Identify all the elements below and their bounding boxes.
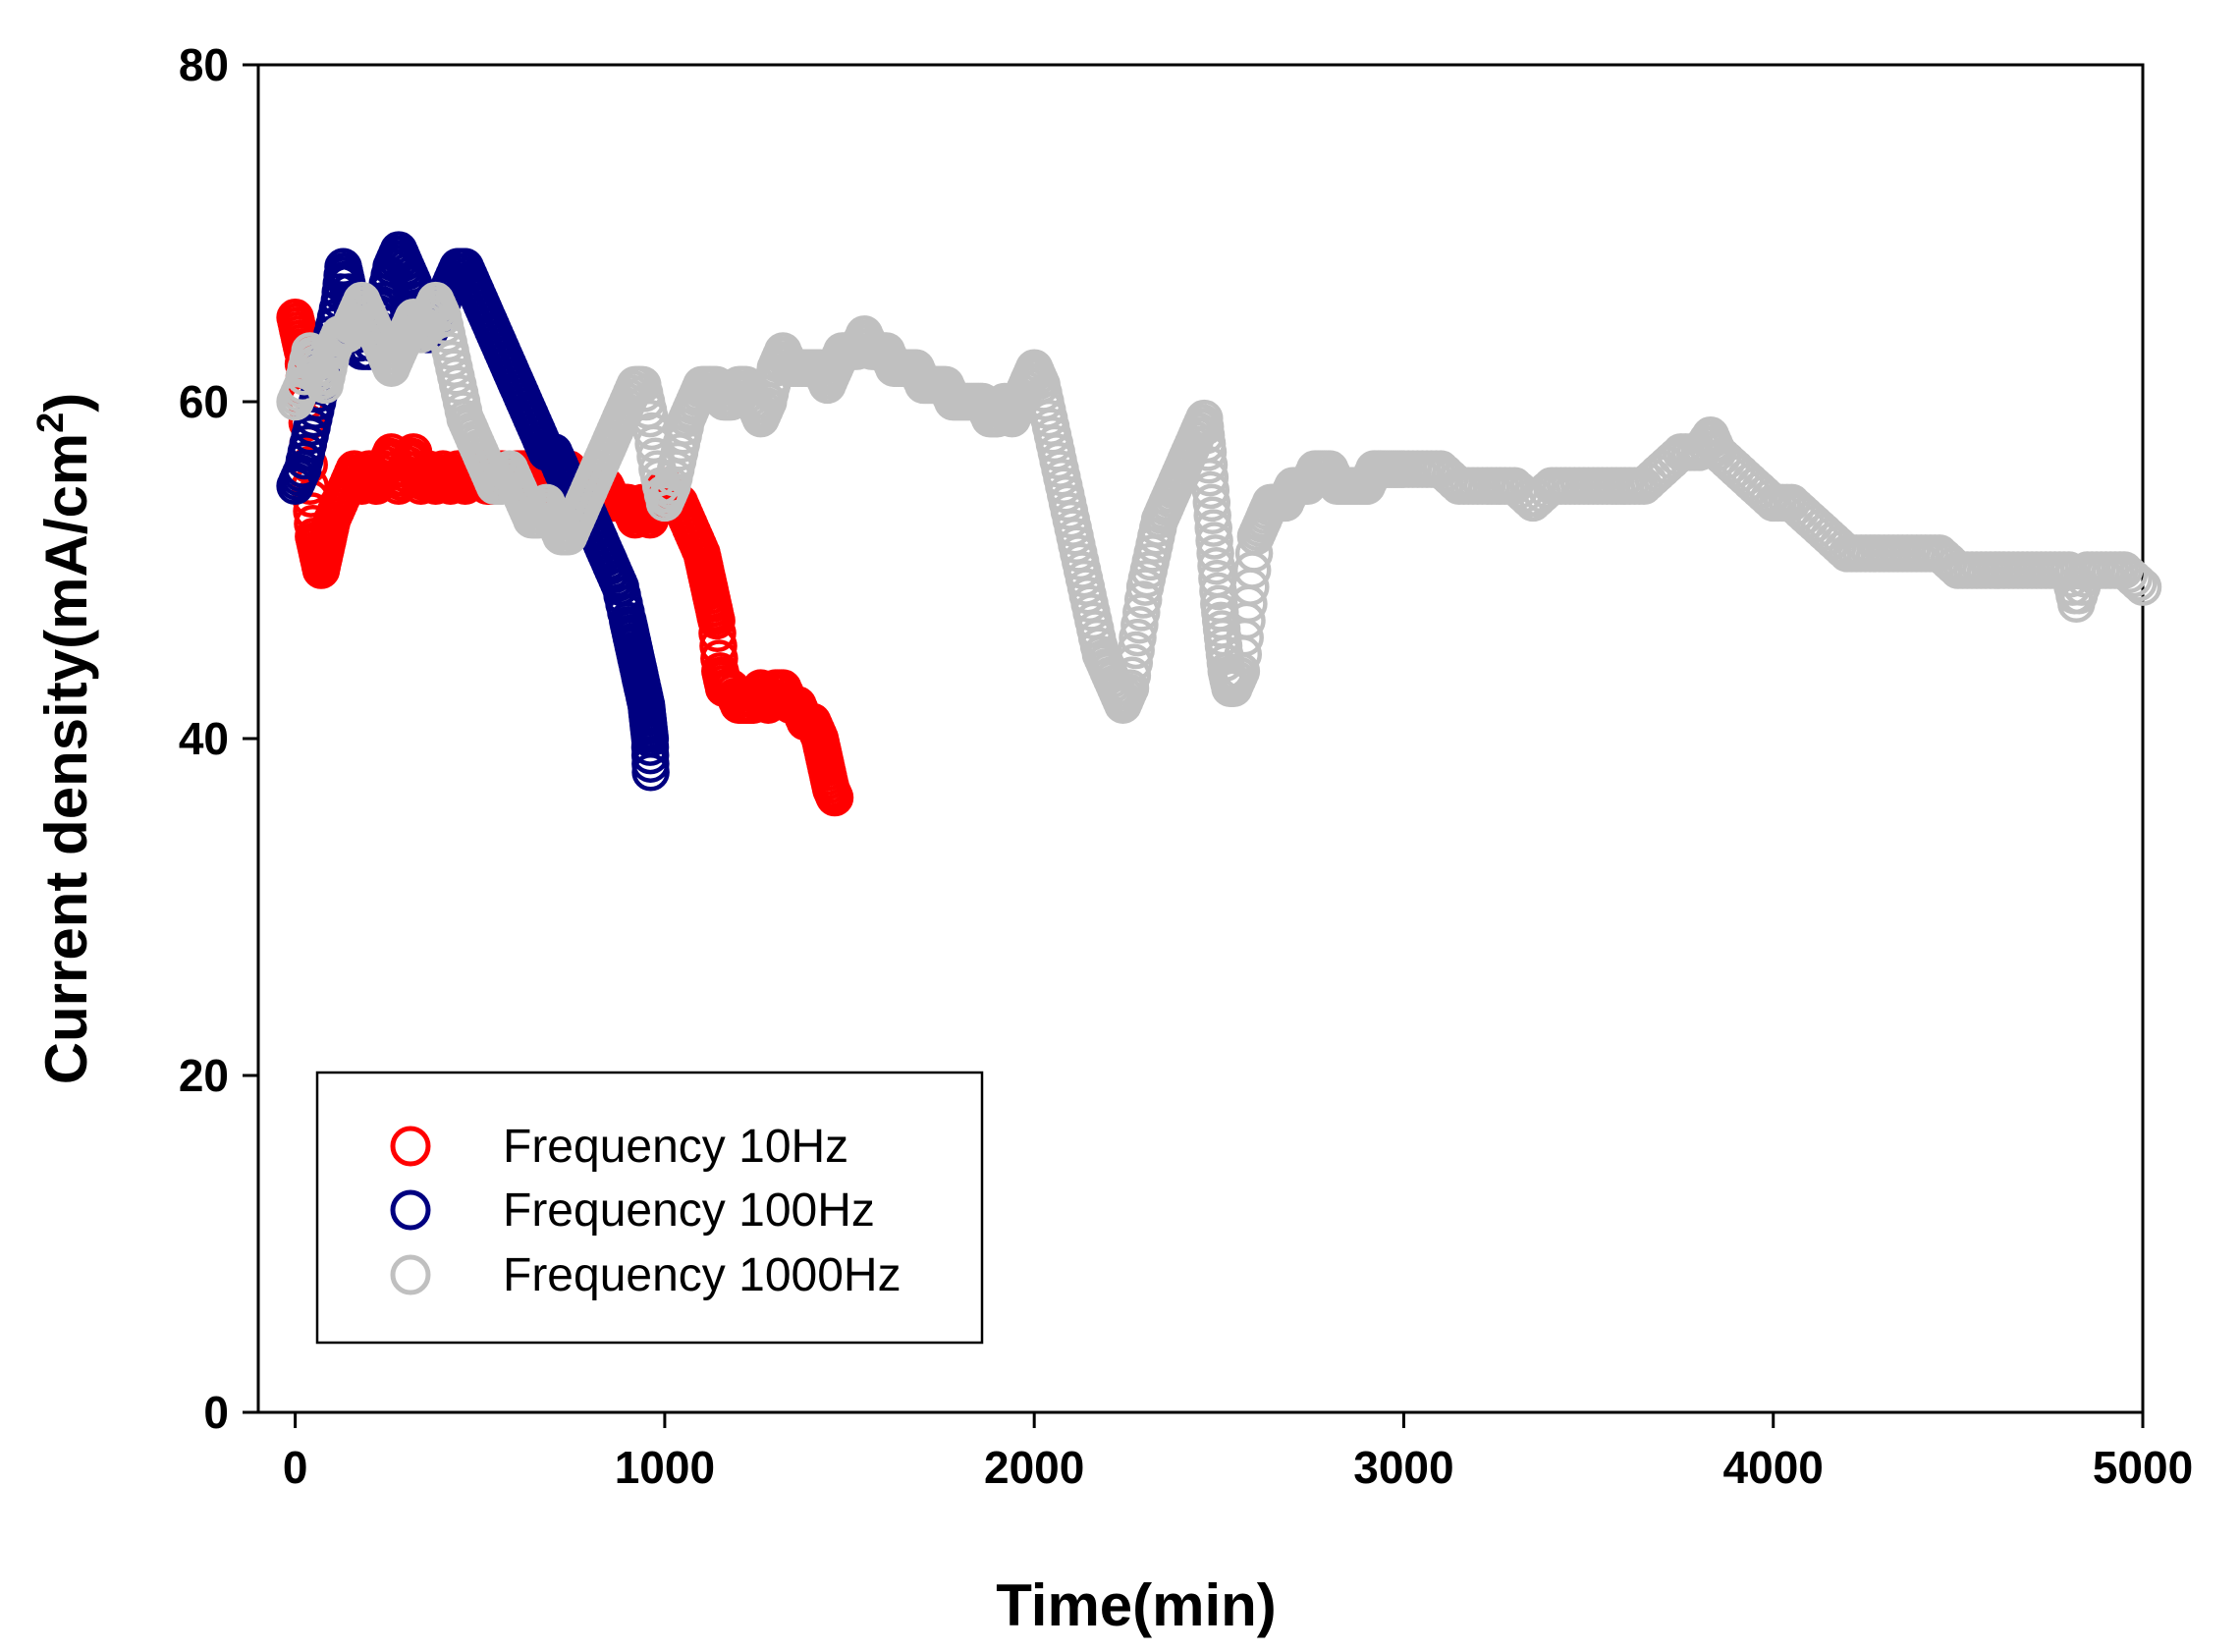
series-layer — [276, 231, 2162, 817]
legend-item-1000hz: Frequency 1000Hz — [390, 1249, 901, 1301]
legend-label-100hz: Frequency 100Hz — [503, 1184, 875, 1237]
data-point-1000hz — [1196, 534, 1234, 573]
data-point-1000hz — [2114, 559, 2153, 598]
y-tick-label: 20 — [179, 1050, 229, 1101]
data-point-1000hz — [1115, 643, 1154, 683]
legend-marker-1000hz — [390, 1254, 431, 1295]
data-point-1000hz — [1194, 509, 1232, 547]
legend-item-100hz: Frequency 100Hz — [390, 1184, 875, 1237]
x-axis: 0 1000 2000 3000 4000 5000 — [283, 1412, 2193, 1493]
data-point-1000hz — [1123, 580, 1163, 619]
y-tick-label: 80 — [179, 39, 229, 90]
data-point-100hz — [631, 753, 670, 792]
x-tick-label: 0 — [283, 1442, 308, 1493]
data-point-1000hz — [1191, 470, 1230, 510]
y-tick-label: 60 — [179, 376, 229, 427]
data-point-1000hz — [1190, 458, 1229, 497]
legend-marker-10hz — [390, 1126, 431, 1167]
y-axis: 0 20 40 60 80 — [179, 39, 258, 1438]
legend: Frequency 10Hz Frequency 100Hz Frequency… — [315, 1071, 984, 1345]
data-point-10hz — [815, 778, 854, 817]
data-point-1000hz — [1117, 631, 1155, 670]
data-point-1000hz — [1189, 446, 1229, 484]
data-point-1000hz — [1120, 605, 1159, 644]
data-point-1000hz — [1197, 546, 1235, 585]
legend-label-10hz: Frequency 10Hz — [503, 1121, 848, 1173]
data-point-1000hz — [2119, 564, 2158, 602]
x-tick-label: 1000 — [615, 1442, 715, 1493]
x-tick-label: 5000 — [2093, 1442, 2193, 1493]
y-axis-title-main: Current density(mA/cm — [33, 433, 99, 1084]
y-axis-title-end: ) — [33, 393, 99, 413]
y-tick-label: 40 — [179, 713, 229, 764]
legend-marker-100hz — [390, 1189, 431, 1231]
y-tick-label: 0 — [203, 1387, 229, 1438]
data-point-1000hz — [1192, 483, 1231, 523]
y-axis-title-superscript: 2 — [30, 413, 72, 433]
series-1000hz — [276, 281, 2162, 724]
data-point-1000hz — [1188, 433, 1228, 471]
data-point-1000hz — [2109, 555, 2149, 594]
data-point-1000hz — [1195, 522, 1233, 560]
x-tick-label: 2000 — [984, 1442, 1084, 1493]
y-axis-title: Current density(mA/cm2) — [30, 393, 99, 1085]
data-point-10hz — [698, 614, 737, 653]
data-point-1000hz — [1113, 656, 1152, 694]
x-tick-label: 3000 — [1353, 1442, 1453, 1493]
data-point-1000hz — [630, 399, 670, 438]
data-point-1000hz — [1193, 496, 1231, 535]
legend-label-1000hz: Frequency 1000Hz — [503, 1249, 901, 1301]
data-point-10hz — [697, 601, 736, 640]
x-axis-title: Time(min) — [996, 1572, 1277, 1638]
data-point-1000hz — [2123, 568, 2162, 606]
data-point-1000hz — [1111, 669, 1150, 707]
data-point-1000hz — [1119, 618, 1157, 657]
x-tick-label: 4000 — [1723, 1442, 1824, 1493]
legend-item-10hz: Frequency 10Hz — [390, 1121, 848, 1173]
